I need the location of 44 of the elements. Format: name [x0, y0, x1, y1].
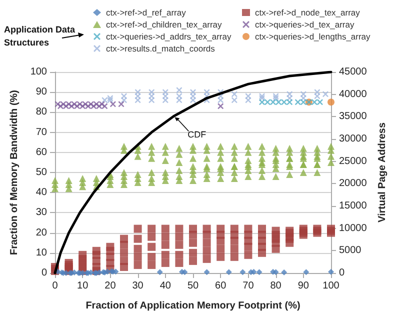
y-tick-label: 80 — [36, 106, 48, 118]
y-axis-title: Fraction of Memory Bandwidth (%) — [8, 90, 20, 255]
y-tick-label: 100 — [30, 66, 48, 78]
x-tick-label: 30 — [132, 280, 144, 292]
x-tick-label: 50 — [187, 280, 199, 292]
y-tick-label: 0 — [41, 268, 48, 278]
y2-tick-label: 20000 — [339, 178, 368, 190]
x-tick-label: 40 — [160, 280, 172, 292]
y-tick-label: 40 — [36, 187, 48, 198]
x-tick-label: 20 — [104, 280, 116, 292]
y2-tick-label: 35000 — [339, 111, 368, 122]
text: Application Data Structures — [4, 24, 78, 48]
x-tick-label: 10 — [77, 280, 89, 292]
legend-label: ctx->queries->d_addrs_tex_array — [106, 32, 232, 42]
y2-tick-label: 40000 — [339, 88, 368, 100]
x-tick-label: 90 — [298, 280, 310, 292]
y-tick-label: 70 — [36, 126, 48, 138]
legend-label: ctx->ref->d_children_tex_array — [106, 20, 222, 30]
x-tick-label: 0 — [52, 280, 58, 292]
y2-tick-label: 5000 — [339, 245, 362, 256]
y2-tick-label: 15000 — [339, 200, 368, 212]
x-tick-label: 60 — [215, 280, 227, 292]
y2-tick-label: 45000 — [339, 66, 368, 78]
y-tick-label: 90 — [36, 86, 48, 98]
y2-tick-label: 30000 — [339, 134, 368, 144]
x-tick-label: 80 — [270, 280, 282, 292]
y-tick-label: 50 — [36, 167, 48, 178]
legend-label: ctx->queries->d_tex_array — [255, 20, 355, 30]
y-tick-label: 30 — [36, 207, 48, 218]
y2-tick-label: 25000 — [339, 156, 368, 167]
y2-tick-label: 0 — [339, 268, 345, 278]
y2-tick-label: 10000 — [339, 222, 368, 234]
legend-label: ctx->queries->d_lengths_array — [255, 32, 372, 42]
annotation: CDF — [188, 130, 207, 140]
legend-label: ctx->ref->d_node_tex_array — [255, 8, 361, 18]
x-tick-label: 70 — [242, 280, 254, 292]
x-tick-label: 100 — [322, 280, 340, 292]
y2-axis-title: Virtual Page Address — [377, 122, 388, 223]
legend-label: ctx->ref->d_ref_array — [106, 8, 187, 18]
y-tick-label: 20 — [36, 227, 48, 238]
y-tick-label: 60 — [36, 146, 48, 158]
legend-label: ctx->results.d_match_coords — [106, 44, 215, 54]
x-axis-title: Fraction of Application Memory Footprint (%) — [86, 300, 300, 312]
y-tick-label: 10 — [36, 247, 48, 258]
